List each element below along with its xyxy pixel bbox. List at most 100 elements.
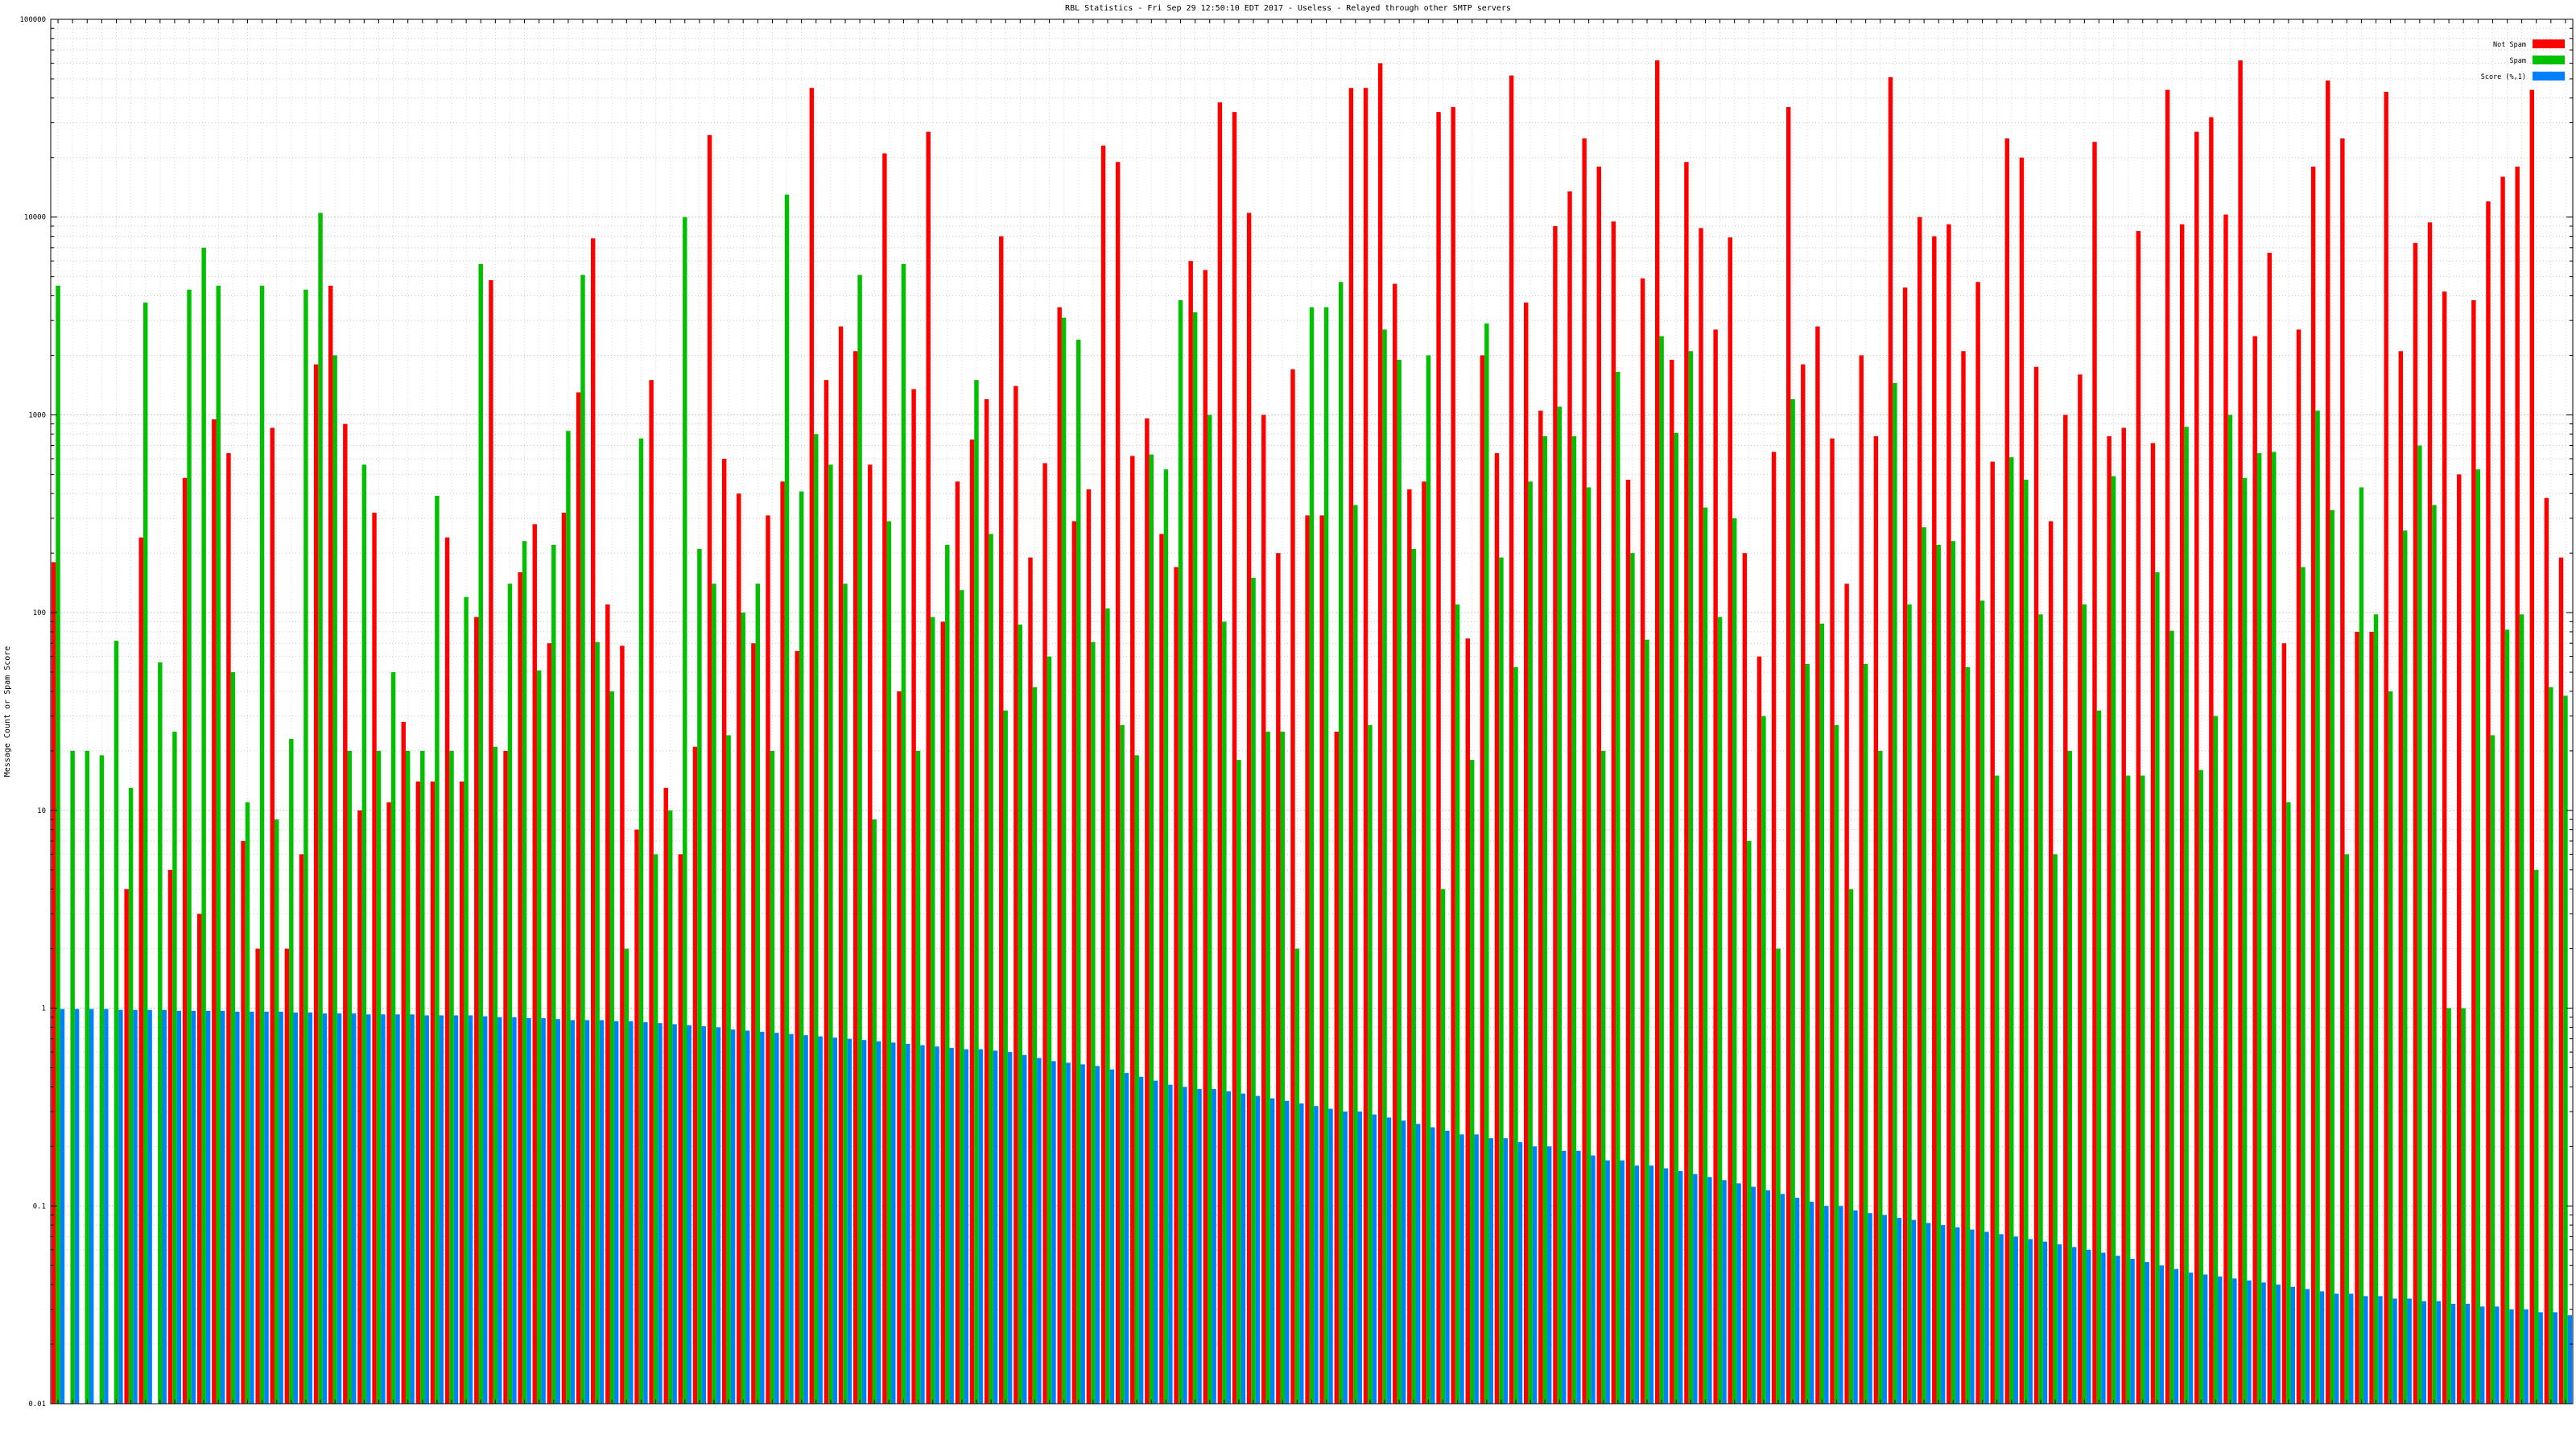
bar-score	[1284, 1100, 1290, 1404]
bar-score	[1940, 1225, 1946, 1404]
bar-not-spam	[197, 914, 202, 1404]
bars	[51, 60, 2573, 1405]
bar-score	[1488, 1138, 1493, 1404]
bar-spam	[1003, 710, 1008, 1404]
bar-not-spam	[2515, 166, 2520, 1404]
bar-not-spam	[1873, 435, 1879, 1405]
bar-score	[1546, 1146, 1552, 1404]
bar-not-spam	[1990, 461, 1995, 1405]
bar-spam	[1426, 355, 1431, 1405]
bar-score	[118, 1009, 123, 1404]
bar-not-spam	[1465, 638, 1470, 1404]
bar-not-spam	[766, 515, 770, 1405]
bar-score	[1459, 1134, 1464, 1404]
bar-score	[1080, 1064, 1085, 1404]
bar-spam	[1339, 282, 1344, 1404]
bar-score	[2202, 1274, 2208, 1404]
bar-score	[891, 1042, 896, 1404]
bar-spam	[85, 750, 89, 1404]
bar-spam	[1630, 553, 1635, 1404]
bar-spam	[1368, 724, 1373, 1404]
legend-swatch-not-spam	[2533, 39, 2565, 48]
bar-spam	[435, 495, 440, 1404]
bar-not-spam	[2223, 214, 2228, 1404]
bar-spam	[1571, 435, 1577, 1405]
bar-not-spam	[1553, 225, 1558, 1405]
bar-spam	[2067, 750, 2072, 1404]
bar-not-spam	[270, 427, 275, 1405]
bar-not-spam	[751, 643, 756, 1404]
bar-spam	[2082, 604, 2087, 1404]
bar-spam	[216, 285, 221, 1404]
bar-spam	[1878, 750, 1883, 1404]
bar-score	[1299, 1103, 1304, 1404]
bar-spam	[1659, 336, 1664, 1404]
bar-spam	[405, 750, 411, 1404]
bar-score	[2042, 1241, 2048, 1404]
bar-score	[2465, 1303, 2471, 1404]
bar-spam	[1805, 663, 1810, 1404]
bar-not-spam	[824, 380, 829, 1405]
bar-not-spam	[1217, 102, 1223, 1404]
bar-spam	[347, 750, 352, 1404]
bar-not-spam	[1961, 351, 1966, 1405]
bar-not-spam	[1028, 557, 1033, 1404]
bar-not-spam	[897, 691, 902, 1404]
bar-spam	[2009, 457, 2014, 1405]
bar-score	[1517, 1142, 1523, 1404]
bar-spam	[1251, 577, 1256, 1404]
bar-spam	[1091, 641, 1096, 1404]
bar-score	[1693, 1174, 1698, 1404]
bar-not-spam	[1130, 456, 1135, 1404]
bar-not-spam	[1071, 521, 1077, 1404]
bar-not-spam	[692, 746, 698, 1404]
y-tick-label: 1000	[28, 411, 46, 419]
bar-not-spam	[2150, 443, 2156, 1404]
bar-not-spam	[1334, 732, 1340, 1404]
y-tick-label: 100	[33, 609, 46, 617]
bar-not-spam	[2457, 474, 2462, 1404]
legend-item-spam: Spam	[2510, 56, 2565, 65]
bar-spam	[580, 274, 585, 1404]
legend: Not Spam Spam Score (%,1)	[2481, 39, 2565, 81]
legend-item-not-spam: Not Spam	[2493, 39, 2565, 49]
bar-not-spam	[343, 423, 348, 1404]
bar-score	[1853, 1210, 1858, 1404]
bar-not-spam	[2398, 351, 2404, 1405]
bar-spam	[2330, 509, 2334, 1404]
bar-score	[2130, 1259, 2135, 1404]
bar-score	[60, 1009, 65, 1404]
bar-not-spam	[2004, 138, 2010, 1405]
bar-score	[2319, 1291, 2325, 1404]
bar-score	[570, 1020, 576, 1404]
bar-score	[2276, 1285, 2281, 1404]
bar-not-spam	[2063, 415, 2068, 1404]
bar-spam	[56, 285, 60, 1404]
bar-not-spam	[415, 781, 421, 1404]
bar-not-spam	[1494, 453, 1500, 1404]
bar-score	[2363, 1296, 2368, 1404]
bar-spam	[1149, 454, 1154, 1405]
bar-not-spam	[2558, 557, 2564, 1404]
bar-spam	[187, 289, 192, 1404]
bar-spam	[1907, 604, 1912, 1404]
bar-not-spam	[1625, 479, 1631, 1405]
bar-spam	[1936, 545, 1941, 1405]
bar-not-spam	[255, 948, 260, 1404]
bar-spam	[566, 431, 571, 1404]
bar-not-spam	[2369, 631, 2374, 1404]
bar-spam	[1120, 724, 1125, 1404]
bar-not-spam	[51, 562, 56, 1405]
bar-score	[191, 1010, 196, 1404]
bar-spam	[974, 380, 979, 1405]
bar-not-spam	[1917, 217, 1922, 1404]
bar-spam	[697, 548, 702, 1404]
bar-spam	[712, 584, 716, 1404]
bar-score	[1226, 1091, 1231, 1404]
bar-spam	[1265, 732, 1270, 1404]
bar-score	[264, 1011, 269, 1404]
bar-spam	[1105, 608, 1110, 1404]
bar-spam	[2198, 769, 2203, 1404]
bar-score	[2538, 1312, 2543, 1404]
bar-not-spam	[299, 854, 304, 1404]
